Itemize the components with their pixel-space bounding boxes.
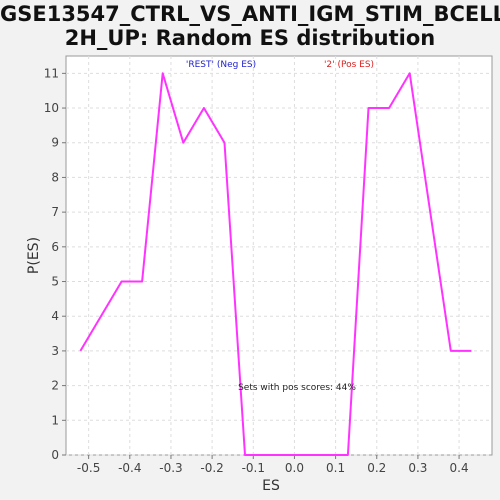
chart-title-line-2: 2H_UP: Random ES distribution bbox=[64, 26, 436, 50]
series-line bbox=[79, 72, 472, 456]
x-axis-label: ES bbox=[262, 478, 280, 494]
x-tick-label: -0.5 bbox=[77, 461, 100, 475]
y-tick-label: 11 bbox=[44, 66, 59, 80]
y-axis-label: P(ES) bbox=[26, 237, 42, 274]
grid-lines bbox=[66, 56, 492, 456]
x-tick-label: 0.2 bbox=[367, 461, 386, 475]
x-tick-label: -0.1 bbox=[242, 461, 265, 475]
y-tick-label: 7 bbox=[51, 205, 59, 219]
x-tick-label: -0.2 bbox=[200, 461, 223, 475]
y-tick-label: 5 bbox=[51, 275, 59, 289]
legend-entry-pos: '2' (Pos ES) bbox=[324, 60, 374, 70]
y-tick-label: 8 bbox=[51, 170, 59, 184]
y-tick-label: 10 bbox=[44, 101, 59, 115]
legend-entry-neg: 'REST' (Neg ES) bbox=[186, 60, 256, 70]
plot-area bbox=[65, 55, 493, 456]
chart-title-line-1: GSE13547_CTRL_VS_ANTI_IGM_STIM_BCELL_ bbox=[0, 2, 500, 26]
y-tick-label: 0 bbox=[51, 448, 59, 462]
x-tick-label: -0.4 bbox=[118, 461, 141, 475]
axes: 0 1 2 3 4 5 6 7 8 9 10 11 -0.5 -0.4 -0.3 -0.2 -0.1 0.0 0.1… bbox=[44, 66, 469, 475]
y-tick-label: 2 bbox=[51, 379, 59, 393]
series-group bbox=[79, 72, 472, 456]
x-tick-label: 0.1 bbox=[326, 461, 345, 475]
x-tick-label: 0.0 bbox=[285, 461, 304, 475]
y-tick-label: 1 bbox=[51, 413, 59, 427]
x-tick-label: 0.4 bbox=[450, 461, 469, 475]
x-tick-label: -0.3 bbox=[159, 461, 182, 475]
x-tick-label: 0.3 bbox=[408, 461, 427, 475]
y-tick-label: 9 bbox=[51, 136, 59, 150]
y-tick-label: 4 bbox=[51, 309, 59, 323]
y-tick-label: 3 bbox=[51, 344, 59, 358]
pos-scores-annotation: Sets with pos scores: 44% bbox=[238, 383, 356, 393]
y-tick-label: 6 bbox=[51, 240, 59, 254]
